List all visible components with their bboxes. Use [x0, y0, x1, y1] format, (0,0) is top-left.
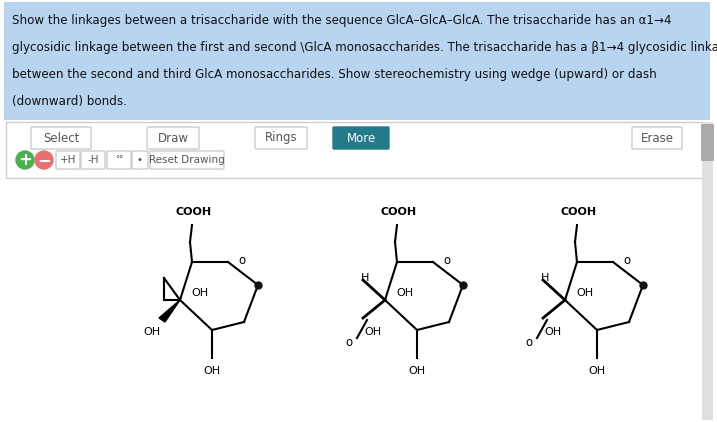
Text: OH: OH: [409, 366, 426, 376]
Text: -H: -H: [87, 155, 99, 165]
Text: o: o: [239, 254, 245, 267]
Text: Erase: Erase: [640, 132, 673, 144]
FancyBboxPatch shape: [4, 2, 710, 120]
Text: COOH: COOH: [561, 207, 597, 217]
Text: −: −: [37, 151, 51, 169]
FancyBboxPatch shape: [107, 151, 131, 169]
Text: Rings: Rings: [265, 132, 298, 144]
FancyBboxPatch shape: [701, 124, 714, 161]
Text: (downward) bonds.: (downward) bonds.: [12, 95, 127, 108]
FancyBboxPatch shape: [255, 127, 307, 149]
Text: +H: +H: [60, 155, 76, 165]
Text: OH: OH: [576, 288, 594, 298]
Text: OH: OH: [544, 327, 561, 337]
Polygon shape: [159, 300, 180, 322]
Text: Draw: Draw: [158, 132, 189, 144]
Text: H: H: [361, 273, 369, 283]
Text: Reset Drawing: Reset Drawing: [149, 155, 225, 165]
FancyBboxPatch shape: [333, 127, 389, 149]
Circle shape: [16, 151, 34, 169]
Text: o: o: [526, 335, 533, 349]
Text: OH: OH: [364, 327, 381, 337]
FancyBboxPatch shape: [56, 151, 80, 169]
Text: OH: OH: [397, 288, 414, 298]
Text: o: o: [346, 335, 353, 349]
Text: +: +: [18, 151, 32, 169]
Text: Select: Select: [43, 132, 79, 144]
Text: between the second and third GlcA monosaccharides. Show stereochemistry using we: between the second and third GlcA monosa…: [12, 68, 657, 81]
FancyBboxPatch shape: [147, 127, 199, 149]
FancyBboxPatch shape: [81, 151, 105, 169]
Text: OH: OH: [589, 366, 606, 376]
Text: COOH: COOH: [176, 207, 212, 217]
FancyBboxPatch shape: [150, 151, 224, 169]
Text: o: o: [624, 254, 630, 267]
Text: •: •: [137, 155, 143, 165]
Text: H: H: [541, 273, 549, 283]
Text: o: o: [443, 254, 450, 267]
FancyBboxPatch shape: [31, 127, 91, 149]
Text: OH: OH: [204, 366, 221, 376]
Text: OH: OH: [143, 327, 161, 337]
Text: Show the linkages between a trisaccharide with the sequence GlcA–GlcA–GlcA. The : Show the linkages between a trisaccharid…: [12, 14, 672, 27]
FancyBboxPatch shape: [6, 122, 706, 178]
Circle shape: [35, 151, 53, 169]
FancyBboxPatch shape: [132, 151, 148, 169]
Text: glycosidic linkage between the first and second \GlcA monosaccharides. The trisa: glycosidic linkage between the first and…: [12, 41, 717, 54]
Text: OH: OH: [191, 288, 209, 298]
Text: °°: °°: [115, 155, 123, 165]
Text: COOH: COOH: [381, 207, 417, 217]
FancyBboxPatch shape: [702, 122, 713, 420]
FancyBboxPatch shape: [632, 127, 682, 149]
Text: More: More: [346, 132, 376, 144]
